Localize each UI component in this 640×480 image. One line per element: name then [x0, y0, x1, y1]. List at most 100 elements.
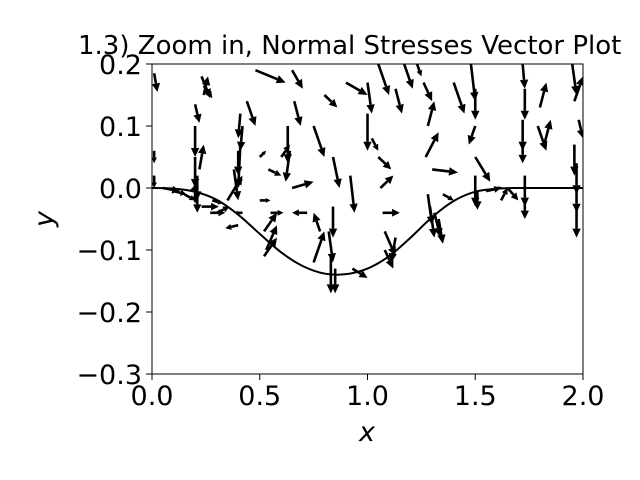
vector-field [152, 64, 583, 294]
vector-arrow [520, 200, 529, 219]
vector-head [358, 270, 368, 278]
vector-arrow [572, 206, 581, 238]
vector-head [268, 237, 277, 248]
vector-head [268, 212, 277, 223]
vector-arrow [202, 84, 213, 99]
vector-head [317, 231, 326, 242]
vector-arrow [377, 64, 391, 95]
vector-arrow [258, 150, 267, 158]
y-tick-label: −0.2 [76, 298, 142, 329]
vector-shaft [292, 100, 300, 118]
vector-shaft [437, 218, 443, 236]
y-axis: 0.2 0.1 0.0 −0.1 −0.2 −0.3 [76, 50, 152, 391]
x-axis-label: x [358, 417, 376, 448]
vector-head [447, 195, 454, 201]
vector-head [265, 197, 271, 203]
vector-arrow [377, 156, 392, 170]
vector-shaft [402, 64, 412, 81]
vector-shaft [379, 180, 389, 189]
vector-head [303, 180, 314, 189]
vector-shaft [383, 230, 394, 249]
vector-arrow [323, 94, 338, 108]
vector-arrow [351, 267, 368, 278]
y-tick-label: 0.2 [99, 50, 142, 81]
vector-shaft [370, 137, 377, 146]
vector-arrow [254, 68, 286, 84]
vector-head [428, 228, 438, 238]
x-tick-label: 0.0 [131, 381, 174, 412]
vector-shaft [474, 156, 487, 175]
vector-shaft [198, 153, 204, 170]
vector-arrow [348, 175, 358, 213]
vector-head [225, 223, 232, 230]
vector-arrow [576, 119, 583, 139]
vector-head [275, 75, 286, 84]
vector-arrow [292, 100, 303, 126]
vector-arrow [290, 69, 303, 89]
vector-shaft [312, 125, 323, 149]
vector-arrow [452, 82, 466, 114]
vector-head [349, 203, 358, 213]
vector-head [544, 119, 553, 130]
vector-shaft [290, 69, 300, 82]
vector-head [282, 172, 292, 182]
vector-head [152, 182, 157, 188]
chart-title: 1.3) Zoom in, Normal Stresses Vector Plo… [78, 31, 621, 61]
vector-arrow [394, 88, 404, 114]
vector-arrow [363, 113, 372, 151]
vector-shaft [348, 175, 355, 205]
vector-arrow [520, 88, 530, 120]
vector-arrow [542, 119, 553, 145]
vector-head [520, 110, 530, 120]
vector-head [382, 160, 392, 170]
vector-shaft [262, 244, 273, 257]
vector-head [427, 101, 437, 111]
vector-arrow [152, 175, 157, 188]
vector-shaft [315, 220, 322, 232]
vector-head [277, 209, 284, 216]
vector-head [198, 144, 207, 155]
vector-head [190, 148, 200, 157]
vector-shaft [499, 192, 506, 202]
vector-shaft [152, 73, 158, 84]
vector-shaft [291, 183, 306, 190]
vector-shaft [323, 94, 333, 103]
plot-frame [151, 63, 584, 375]
vector-head [519, 79, 529, 89]
vector-arrow [328, 206, 338, 238]
x-tick-label: 1.5 [454, 381, 497, 412]
vector-head [326, 284, 336, 294]
vector-shaft [327, 231, 334, 254]
vector-head [576, 129, 583, 139]
vector-arrow [518, 144, 527, 164]
y-tick-label: −0.1 [76, 236, 142, 267]
vector-arrow [519, 64, 529, 89]
vector-shaft [573, 84, 582, 102]
vector-head [540, 82, 549, 93]
vector-arrow [379, 175, 394, 189]
y-tick-label: −0.3 [76, 360, 142, 391]
vector-arrow [291, 180, 314, 190]
vector-shaft [506, 187, 515, 196]
vector-head [457, 103, 466, 114]
vector-arrow [262, 237, 277, 257]
vector-arrow [431, 167, 459, 176]
vector-head [218, 209, 226, 217]
vector-arrow [267, 168, 282, 176]
vector-shaft [211, 199, 219, 204]
vector-arrow [422, 82, 433, 102]
vector-shaft [366, 82, 372, 105]
vector-arrow [270, 209, 284, 216]
vector-shaft [262, 219, 273, 233]
vector-arrow [193, 104, 202, 123]
vector-shaft [383, 249, 391, 261]
vector-shaft [426, 109, 434, 127]
vector-arrow [442, 193, 454, 201]
vector-arrow [259, 197, 271, 203]
vector-shaft [254, 68, 278, 81]
vector-head [232, 190, 242, 201]
vector-head [467, 134, 476, 145]
vector-shaft [424, 139, 436, 158]
x-tick-label: 1.0 [346, 381, 389, 412]
vector-head [248, 116, 257, 126]
